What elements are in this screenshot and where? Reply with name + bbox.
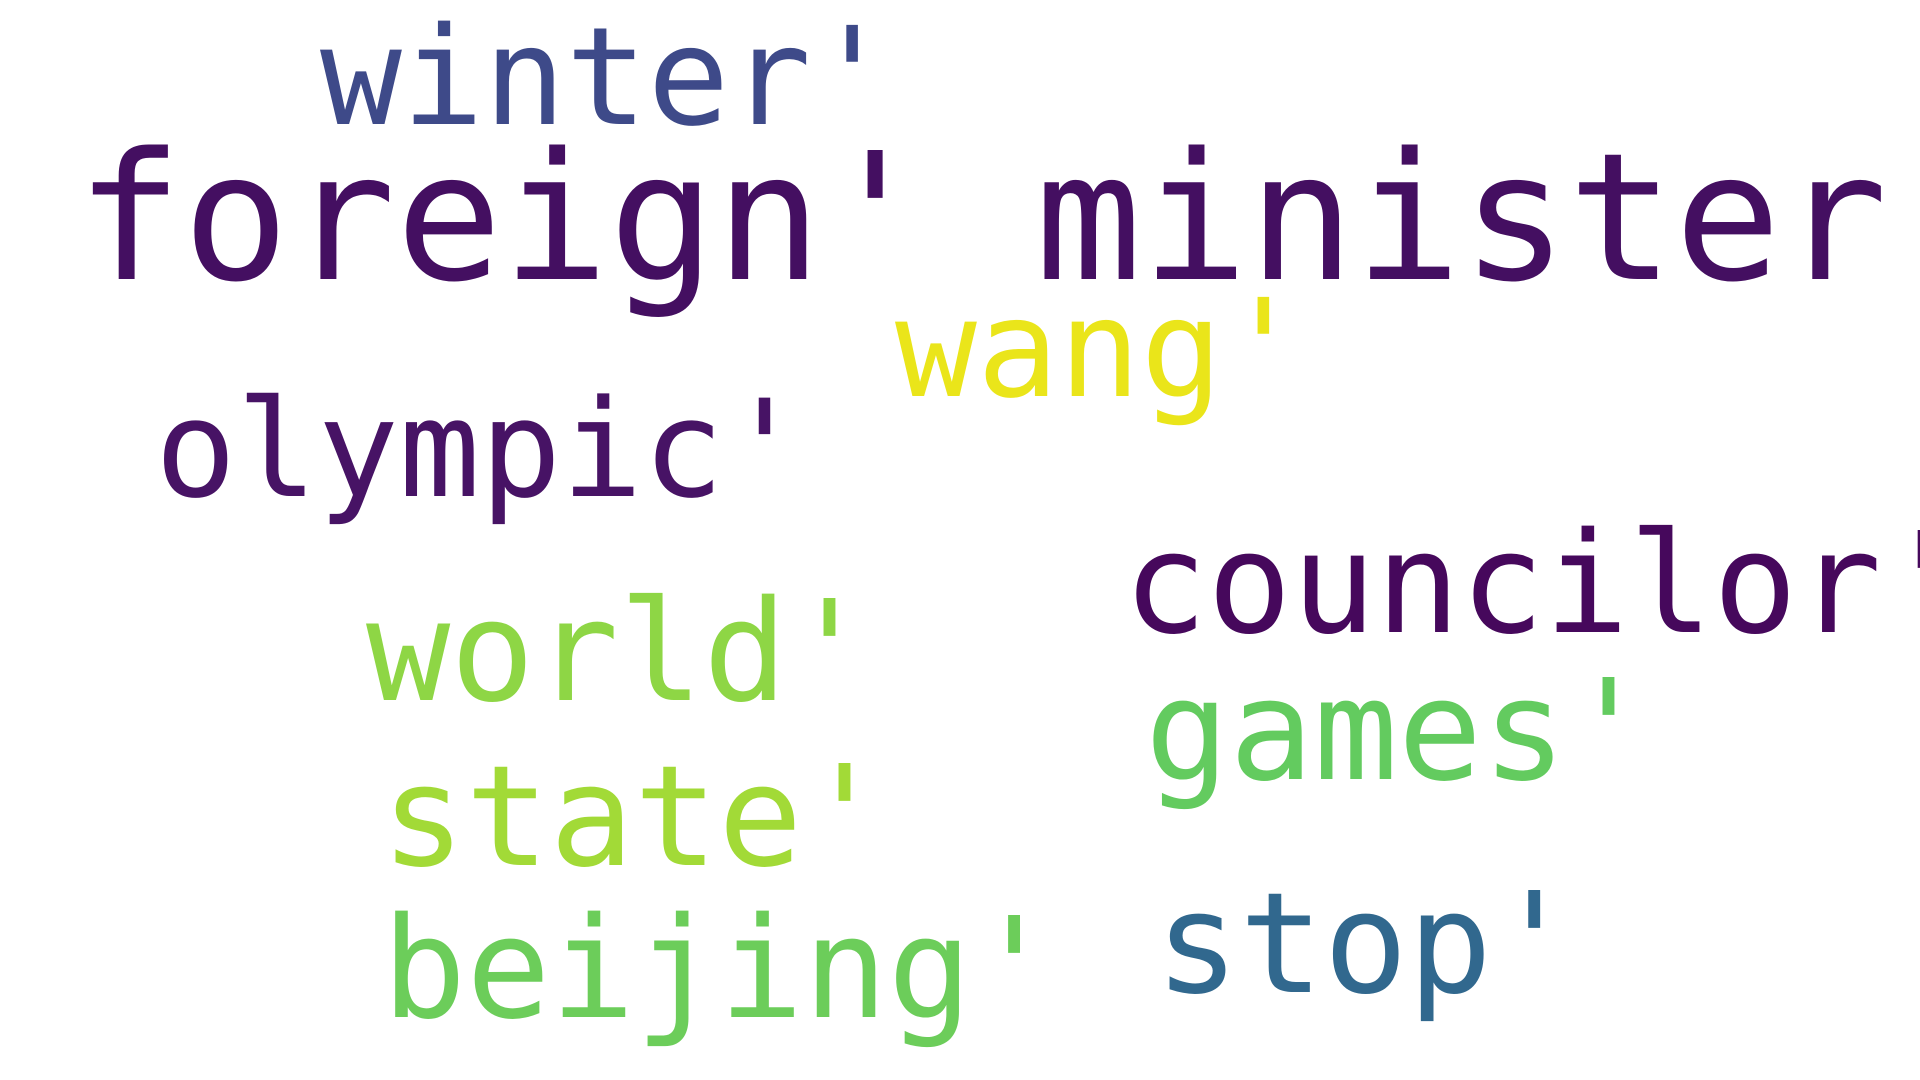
word-state: state' — [381, 736, 887, 899]
word-world: world' — [366, 571, 872, 734]
word-games: games' — [1145, 650, 1651, 813]
word-wang: wang' — [895, 271, 1305, 429]
word-foreign-minister: foreign' minister' — [76, 115, 1920, 321]
word-stop: stop' — [1155, 863, 1577, 1026]
word-winter: winter' — [320, 0, 894, 157]
word-beijing: beijing' — [382, 888, 1057, 1051]
word-councilor: councilor' — [1123, 503, 1920, 666]
word-olympic: olympic' — [155, 371, 806, 528]
